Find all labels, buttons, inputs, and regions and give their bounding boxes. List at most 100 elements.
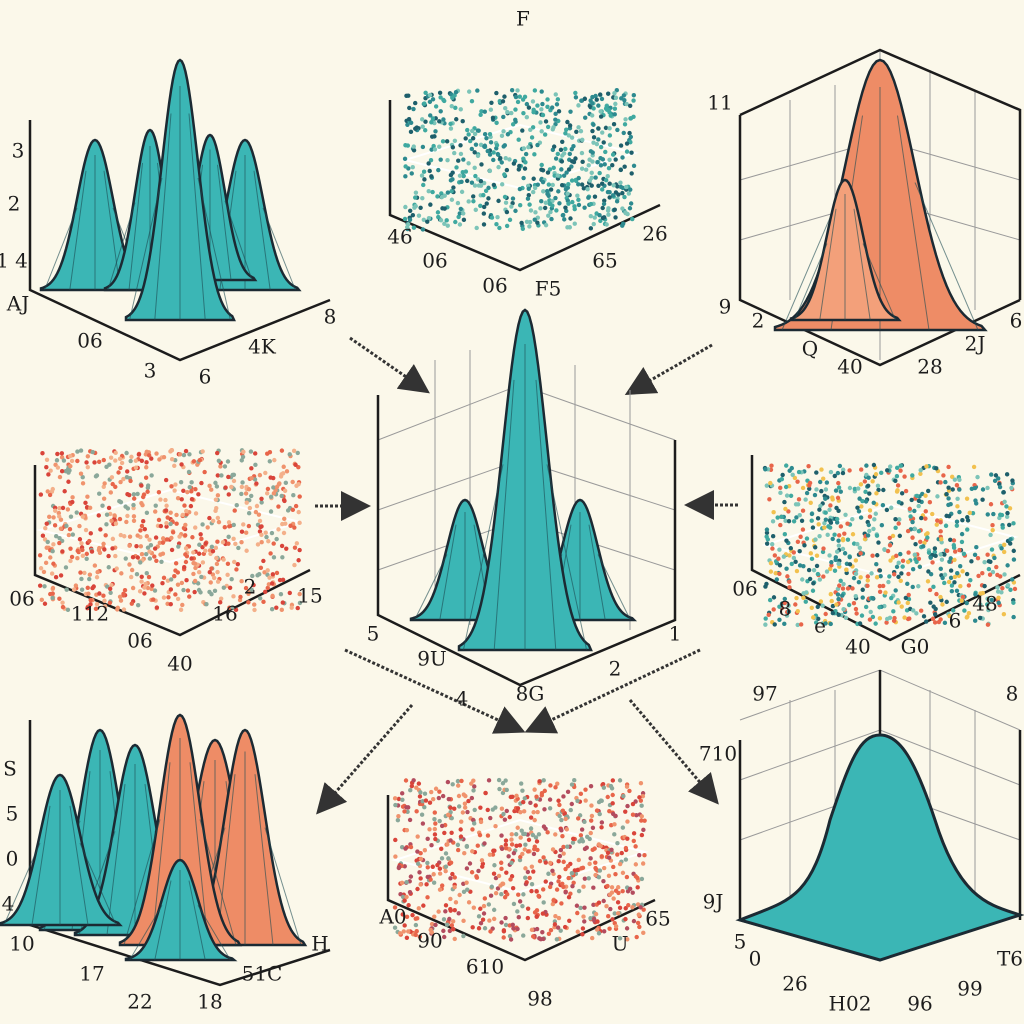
dot (233, 541, 238, 547)
dot (92, 563, 98, 568)
dot (42, 601, 48, 606)
dot (593, 911, 599, 917)
ridge (253, 170, 271, 291)
dot (598, 843, 603, 849)
dot (508, 794, 514, 800)
dot (563, 146, 568, 152)
dot (838, 489, 843, 494)
dot (436, 167, 441, 173)
dot (885, 616, 890, 622)
dot (620, 888, 625, 894)
dot (495, 214, 500, 220)
dot (853, 606, 859, 612)
dot (231, 472, 237, 477)
dot (587, 178, 593, 183)
dot (835, 592, 841, 597)
dot (590, 825, 596, 830)
dot (452, 936, 457, 942)
dot (250, 573, 255, 579)
dot (1007, 522, 1012, 528)
dot (908, 514, 913, 519)
dot (507, 157, 512, 162)
dot (547, 884, 553, 890)
dot (520, 788, 525, 793)
dot (431, 796, 436, 802)
dot (113, 450, 118, 456)
dot (772, 622, 777, 627)
dot (428, 157, 434, 163)
dot (535, 182, 541, 187)
ridge (546, 464, 588, 651)
ridge (462, 464, 504, 651)
dot (548, 187, 554, 192)
dot (189, 496, 195, 502)
dot (783, 518, 788, 524)
dot (178, 479, 184, 485)
axis-label: 40 (167, 652, 192, 676)
dot (516, 892, 521, 897)
dot (847, 554, 852, 560)
dot (57, 505, 62, 511)
dot (821, 574, 826, 579)
dot (868, 609, 873, 615)
dot (517, 94, 523, 99)
dot (554, 887, 560, 892)
dot (543, 119, 549, 124)
axis-label: 8 (1006, 682, 1019, 706)
axis-label: Q (802, 337, 818, 361)
dot (165, 515, 170, 520)
dot (265, 486, 271, 492)
dot (37, 583, 43, 588)
dot (482, 144, 487, 149)
dot (508, 937, 514, 942)
dot (49, 571, 55, 576)
axis-label: 40 (845, 635, 870, 659)
dot (970, 511, 976, 516)
dot (69, 458, 75, 464)
dot (553, 156, 559, 161)
dot (541, 824, 547, 829)
ridge (224, 200, 253, 281)
dot (786, 609, 792, 614)
dot (958, 583, 963, 589)
dot (168, 521, 173, 527)
dot (934, 466, 939, 471)
dot (244, 530, 249, 535)
dot (63, 468, 68, 474)
dot (230, 605, 235, 610)
dot (448, 908, 453, 913)
dot (58, 517, 64, 522)
dot (257, 529, 263, 534)
dot (966, 611, 972, 616)
dot (631, 831, 637, 836)
dot (809, 556, 815, 562)
ridge (188, 880, 206, 961)
dot (576, 888, 582, 894)
dot (626, 903, 631, 908)
dot (420, 227, 426, 232)
ridge (123, 819, 161, 946)
dot (258, 524, 263, 530)
dot (531, 851, 537, 857)
dot (106, 505, 112, 511)
dot (262, 589, 268, 595)
dot (912, 508, 917, 514)
dot (109, 518, 114, 523)
dot (855, 505, 860, 510)
dot (418, 856, 424, 862)
dot (944, 548, 950, 554)
dot (613, 924, 619, 929)
dot (135, 555, 140, 560)
dot (559, 901, 564, 906)
dot (534, 839, 540, 844)
dot (116, 470, 121, 475)
dot (462, 850, 467, 856)
dot (785, 574, 790, 579)
dot (769, 463, 774, 468)
axis-label: 8 (779, 597, 792, 621)
dot (532, 152, 537, 157)
dot (106, 553, 111, 559)
dot (499, 806, 505, 811)
dot (70, 495, 75, 500)
dot (56, 510, 62, 516)
